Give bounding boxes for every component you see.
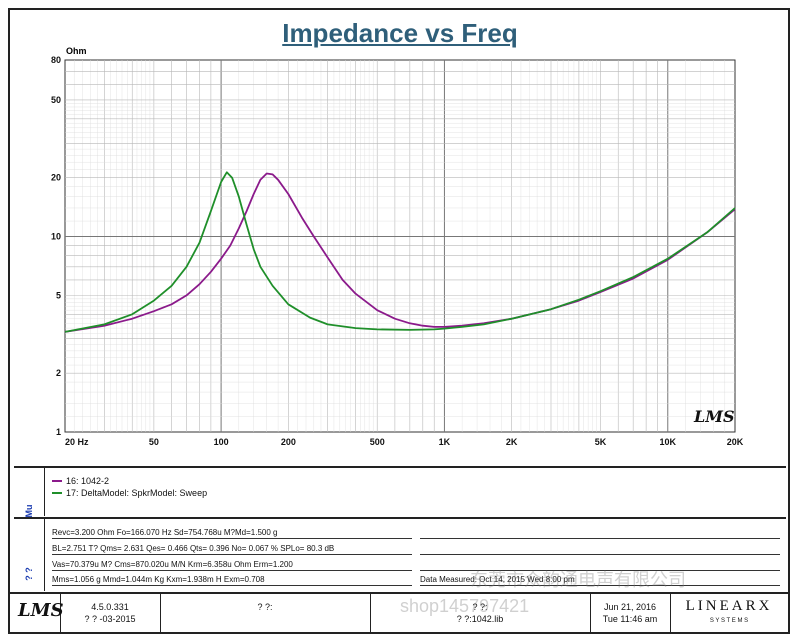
x-tick-label: 2K	[506, 437, 518, 447]
x-tick-label: 200	[281, 437, 296, 447]
y-tick-label: 10	[51, 232, 61, 242]
legend-label-2: 17: DeltaModel: SpkrModel: Sweep	[66, 488, 208, 498]
footer-cell3a-text: ? ?:	[472, 602, 488, 612]
series-line-2	[64, 171, 736, 333]
legend-side: Mu	[14, 466, 45, 518]
param-line-r2	[420, 544, 780, 555]
footer-date-code: ? ? -03-2015	[84, 614, 136, 624]
data-measured: Data Measured: Oct 14, 2015 Wed 8:00 pm	[420, 575, 780, 586]
footer-date: Jun 21, 2016	[603, 602, 657, 612]
legend-item-2[interactable]: 17: DeltaModel: SpkrModel: Sweep	[52, 488, 207, 498]
param-line-r3	[420, 560, 780, 571]
footer-version-cell: 4.5.0.331 ? ? -03-2015	[60, 594, 161, 632]
footer-library: ? ?:1042.lib	[456, 614, 504, 624]
footer-bar: LMS 4.5.0.331 ? ? -03-2015 ? ?: ? ?: ? ?…	[10, 592, 790, 634]
legend-swatch-2	[52, 492, 62, 494]
legend-swatch-1	[52, 480, 62, 482]
y-tick-label: 2	[56, 368, 61, 378]
footer-time: Tue 11:46 am	[602, 614, 658, 624]
legend-item-1[interactable]: 16: 1042-2	[52, 476, 109, 486]
footer-cell2-text: ? ?:	[257, 602, 273, 612]
legend-panel	[14, 466, 786, 518]
watermark-shop: shop145797421	[400, 596, 530, 616]
param-line-r1	[420, 528, 780, 539]
x-tick-label: 5K	[595, 437, 607, 447]
legend-label-1: 16: 1042-2	[66, 476, 110, 486]
y-tick-label: 5	[56, 290, 61, 300]
impedance-chart: 20 Hz 50 100 200 500 1K 2K 5K 10K 20K12510205080 …	[51, 46, 744, 447]
footer-date-cell: Jun 21, 2016 Tue 11:46 am	[590, 594, 671, 632]
param-line-1: Revc=3.200 Ohm Fo=166.070 Hz Sd=754.768u…	[52, 528, 412, 539]
x-tick-label: 1K	[439, 437, 451, 447]
footer-cell-3: ? ?: ? ?:1042.lib	[370, 594, 591, 632]
chart-series	[64, 171, 736, 333]
footer-brand-sub: S Y S T E M S	[709, 618, 749, 624]
x-tick-label: 100	[214, 437, 229, 447]
plot-logo: LMS	[693, 407, 735, 426]
chart-title: Impedance vs Freq	[282, 18, 518, 48]
chart-ticks: 20 Hz 50 100 200 500 1K 2K 5K 10K 20K 1 2 5 10 20 50 80	[51, 55, 744, 447]
x-tick-label: 10K	[660, 437, 677, 447]
y-axis-label: Ohm	[66, 46, 87, 56]
x-tick-label: 50	[149, 437, 159, 447]
params-panel	[14, 517, 786, 593]
x-tick-label: 500	[370, 437, 385, 447]
params-side: ? ?	[14, 517, 45, 591]
footer-brand-cell: LINEARX S Y S T E M S	[670, 594, 788, 632]
footer-brand: LINEARX	[685, 598, 773, 614]
plot-area	[64, 59, 736, 433]
param-line-3: Vas=70.379u M? Cms=870.020u M/N Krm=6.35…	[52, 560, 412, 571]
y-tick-label: 1	[56, 427, 61, 437]
watermark-company: 东莞市众韵通电声有限公司	[470, 570, 686, 590]
param-line-4: Mms=1.056 g Mmd=1.044m Kg Kxm=1.938m H E…	[52, 575, 412, 586]
x-tick-label: 20 Hz	[65, 437, 89, 447]
footer-logo: LMS	[18, 600, 64, 621]
params-side-label: ? ?	[24, 567, 34, 581]
footer-cell-2: ? ?:	[160, 594, 371, 632]
param-line-2: BL=2.751 T? Qms= 2.631 Qes= 0.466 Qts= 0…	[52, 544, 412, 555]
x-tick-label: 20K	[727, 437, 744, 447]
y-tick-label: 20	[51, 173, 61, 183]
footer-version: 4.5.0.331	[91, 602, 129, 612]
y-tick-label: 50	[51, 95, 61, 105]
footer-logo-cell: LMS	[10, 594, 64, 632]
y-tick-label: 80	[51, 55, 61, 65]
chart-grid	[64, 59, 736, 433]
